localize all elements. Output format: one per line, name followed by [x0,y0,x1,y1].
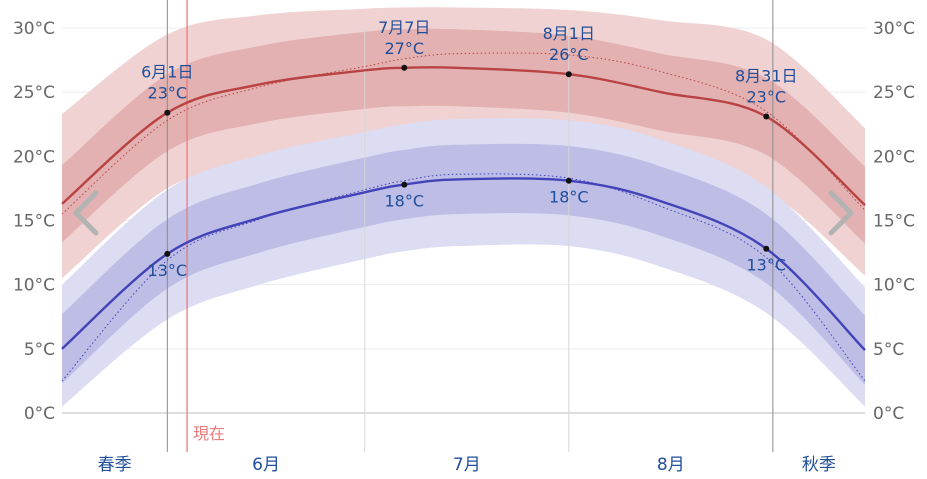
navigation [66,185,862,241]
annotation-date-0: 6月1日 [141,63,193,82]
annotation-value-7: 13°C [747,256,787,275]
period-label-4: 秋季 [802,455,836,475]
annotation-value-1: 27°C [384,39,424,58]
low-trend-line [61,173,866,382]
annotation-dot-5 [401,181,408,188]
temperature-bands [62,7,865,407]
y-tick-left-0: 0°C [24,404,55,424]
annotation-dot-2 [565,71,572,78]
high-mean-line [61,65,866,206]
low-mean-line [61,177,866,351]
annotation-dot-7 [763,245,770,252]
next-button[interactable] [822,185,862,241]
annotation-date-1: 7月7日 [378,18,430,37]
y-tick-right-0: 0°C [873,404,904,424]
period-label-2: 7月 [453,455,481,475]
low-band-inner [62,143,865,385]
y-tick-left-5: 5°C [24,340,55,360]
y-tick-right-15: 15°C [873,212,915,232]
y-tick-left-15: 15°C [13,212,55,232]
annotation-dot-1 [401,64,408,71]
annotation-value-2: 26°C [549,45,589,64]
annotation-value-5: 18°C [384,192,424,211]
chevron-right-icon [828,190,854,236]
annotation-dot-4 [164,250,171,257]
y-tick-left-30: 30°C [13,19,55,39]
y-tick-right-5: 5°C [873,340,904,360]
annotations: 23°C 6月1日 27°C 7月7日 26°C 8月1日 23°C 8月31日 13°C 18°… [141,18,797,280]
annotation-value-6: 18°C [549,188,589,207]
period-label-0: 春季 [98,455,132,475]
period-labels: 春季 6月 7月 8月 秋季 [98,455,836,475]
annotation-date-3: 8月31日 [735,67,798,86]
y-tick-left-10: 10°C [13,276,55,296]
y-tick-left-20: 20°C [13,147,55,167]
annotation-value-3: 23°C [747,88,787,107]
axis-ticks: 0°C 0°C 5°C 5°C 10°C 10°C 15°C 15°C 20°C 20°C 25°C… [13,19,915,424]
period-label-1: 6月 [252,455,280,475]
annotation-dot-6 [565,177,572,184]
y-tick-right-25: 25°C [873,83,915,103]
high-trend-line [61,52,866,215]
today-label: 現在 [193,424,225,443]
chevron-left-icon [73,190,99,236]
month-boundaries: 現在 [166,0,774,452]
y-tick-right-30: 30°C [873,19,915,39]
y-tick-right-20: 20°C [873,147,915,167]
next-button-hitarea[interactable] [822,185,862,241]
prev-button-hitarea[interactable] [66,185,106,241]
y-tick-right-10: 10°C [873,276,915,296]
annotation-value-0: 23°C [148,84,188,103]
y-tick-left-25: 25°C [13,83,55,103]
annotation-value-4: 13°C [148,261,188,280]
high-band-inner [62,28,865,244]
annotation-date-2: 8月1日 [543,24,595,43]
period-label-3: 8月 [657,455,685,475]
annotation-dot-0 [164,109,171,116]
prev-button[interactable] [66,185,106,241]
temperature-lines [61,52,866,382]
annotation-dot-3 [763,113,770,120]
